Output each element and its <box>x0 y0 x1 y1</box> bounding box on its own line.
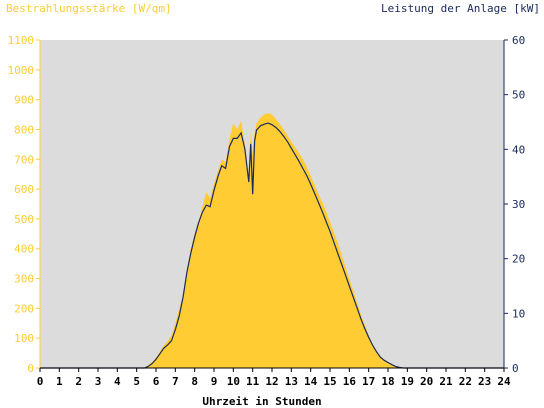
y-left-tick-label: 800 <box>14 123 34 136</box>
x-tick-label: 10 <box>227 375 240 388</box>
x-tick-label: 12 <box>265 375 278 388</box>
y-right-tick-label: 10 <box>512 307 525 320</box>
y-right-tick-label: 20 <box>512 253 525 266</box>
x-tick-label: 24 <box>497 375 511 388</box>
y-right-tick-label: 30 <box>512 198 525 211</box>
x-tick-label: 16 <box>343 375 357 388</box>
x-tick-label: 14 <box>304 375 318 388</box>
y-left-tick-label: 1000 <box>8 64 35 77</box>
x-tick-label: 3 <box>95 375 102 388</box>
x-tick-label: 9 <box>211 375 218 388</box>
x-tick-label: 20 <box>420 375 433 388</box>
y-left-tick-label: 300 <box>14 273 34 286</box>
y-left-tick-label: 900 <box>14 94 34 107</box>
x-tick-label: 15 <box>323 375 336 388</box>
x-axis-label: Uhrzeit in Stunden <box>202 395 321 408</box>
x-tick-label: 17 <box>362 375 375 388</box>
y-left-tick-label: 400 <box>14 243 34 256</box>
x-tick-label: 21 <box>439 375 453 388</box>
power-line <box>40 122 504 369</box>
y-right-tick-label: 0 <box>512 362 519 375</box>
left-axis-label: Bestrahlungsstärke [W/qm] <box>6 2 172 15</box>
x-tick-label: 0 <box>37 375 44 388</box>
x-tick-label: 11 <box>246 375 260 388</box>
right-axis-label: Leistung der Anlage [kW] <box>381 2 540 15</box>
x-tick-label: 22 <box>459 375 472 388</box>
y-left-tick-label: 700 <box>14 153 34 166</box>
y-left-tick-label: 200 <box>14 302 34 315</box>
x-tick-label: 4 <box>114 375 121 388</box>
x-tick-label: 18 <box>381 375 394 388</box>
x-tick-label: 13 <box>285 375 298 388</box>
y-left-tick-label: 600 <box>14 183 34 196</box>
y-left-tick-label: 100 <box>14 332 34 345</box>
irradiance-area <box>40 113 504 368</box>
y-left-tick-label: 0 <box>27 362 34 375</box>
y-right-tick-label: 40 <box>512 143 525 156</box>
y-right-tick-label: 50 <box>512 89 525 102</box>
y-right-tick-label: 60 <box>512 34 525 47</box>
x-tick-label: 19 <box>401 375 414 388</box>
x-tick-label: 23 <box>478 375 491 388</box>
x-tick-label: 5 <box>133 375 140 388</box>
x-tick-label: 8 <box>191 375 198 388</box>
x-tick-label: 7 <box>172 375 179 388</box>
y-left-tick-label: 500 <box>14 213 34 226</box>
x-tick-label: 1 <box>56 375 63 388</box>
x-tick-label: 2 <box>75 375 82 388</box>
x-tick-label: 6 <box>153 375 160 388</box>
y-left-tick-label: 1100 <box>8 34 35 47</box>
